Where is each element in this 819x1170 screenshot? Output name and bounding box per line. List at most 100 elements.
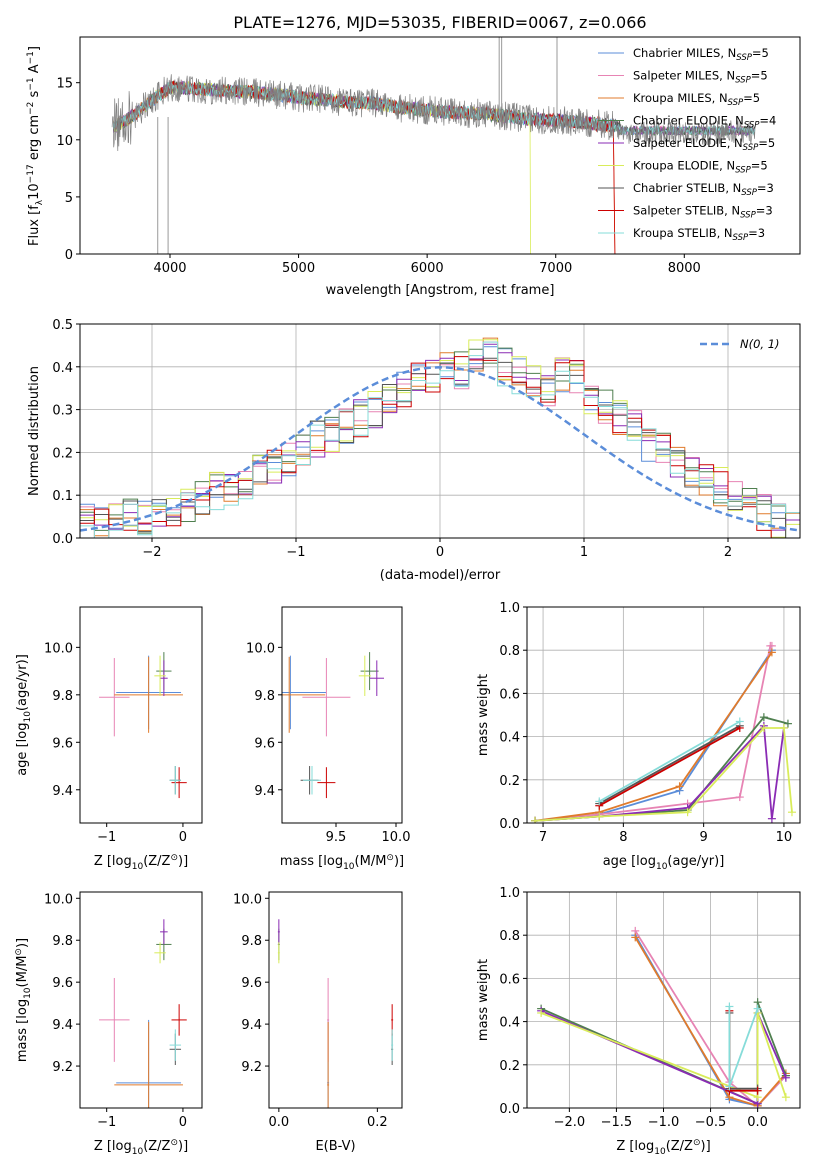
x-tick-label: 5000: [282, 261, 315, 276]
axes-frame: [79, 891, 203, 1109]
series-line: [598, 720, 741, 803]
y-tick-label: 0.2: [499, 774, 520, 789]
y-tick-label: 9.8: [254, 689, 275, 704]
plot-area-spectrum: [111, 37, 756, 254]
axes-spectrum: 4000 5000 6000 7000 8000 0 5 10 15 wavelength [An…: [26, 36, 801, 298]
x-tick-label: 10.0: [382, 830, 411, 845]
y-tick-label: 0.0: [499, 817, 520, 832]
x-tick-label: −1.5: [601, 1115, 633, 1130]
x-tick-label: 0.2: [367, 1115, 388, 1130]
y-axis-label: mass weight: [476, 674, 491, 756]
y-tick-label: 10.0: [246, 641, 275, 656]
series-line: [598, 727, 741, 807]
x-tick-label: 8: [619, 830, 627, 845]
y-tick-label: 10: [56, 134, 73, 149]
y-axis-label: mass weight: [476, 959, 491, 1041]
x-tick-label: 9: [700, 830, 708, 845]
x-tick-label: −2: [142, 545, 161, 560]
axes-frame: [526, 606, 801, 824]
y-axis-label: Normed distribution: [27, 366, 42, 496]
y-tick-label: 0.6: [499, 687, 520, 702]
x-tick-label: 10: [776, 830, 793, 845]
legend-entry: Salpeter MILES, NSSP=5: [633, 69, 768, 86]
y-tick-label: 1.0: [499, 601, 520, 616]
y-tick-label: 9.4: [52, 784, 73, 799]
x-tick-label: −1.0: [648, 1115, 680, 1130]
x-tick-label: 9.5: [326, 830, 347, 845]
axes-frame: [268, 891, 403, 1109]
legend-entry: Chabrier MILES, NSSP=5: [633, 46, 769, 63]
x-tick-label: −0.5: [695, 1115, 727, 1130]
y-tick-label: 9.6: [52, 976, 73, 991]
plot-area-massweight-vs-age: [531, 641, 796, 823]
x-tick-label: −1: [97, 830, 116, 845]
y-tick-label: 0.4: [499, 1016, 520, 1031]
legend-entry: Salpeter STELIB, NSSP=3: [633, 204, 773, 221]
x-axis-label: mass [log10(M/M⊙)]: [280, 853, 404, 872]
y-tick-label: 0.2: [499, 1059, 520, 1074]
gaussian-curve: [80, 366, 800, 532]
y-tick-label: 1.0: [499, 886, 520, 901]
y-tick-label: 9.8: [52, 689, 73, 704]
gaussian-legend-label: N(0, 1): [740, 337, 780, 351]
legend-entry: Salpeter ELODIE, NSSP=5: [633, 136, 775, 153]
x-axis-label: Z [log10(Z/Z⊙)]: [616, 1138, 710, 1157]
axes-frame: [79, 606, 203, 824]
y-tick-label: 9.2: [241, 1060, 262, 1075]
plot-area-mass-vs-Z: [99, 919, 187, 1108]
x-axis-label: Z [log10(Z/Z⊙)]: [94, 1138, 188, 1157]
axes-massweight-vs-age: 7 8 9 10 0.0 0.2 0.4 0.6 0.8 1.0 age [log10(age/yr…: [476, 601, 801, 872]
axes-frame: [281, 606, 403, 824]
observed-spectrum: [111, 74, 756, 152]
x-tick-label: 0.0: [269, 1115, 290, 1130]
plot-area-age-vs-Z: [99, 652, 187, 799]
plot-area-residuals: [80, 337, 800, 538]
x-axis-label: age [log10(age/yr)]: [603, 854, 725, 872]
y-tick-label: 9.4: [52, 1018, 73, 1033]
y-tick-label: 0.4: [52, 361, 73, 376]
x-tick-label: 1: [580, 545, 588, 560]
y-tick-label: 15: [56, 77, 73, 92]
y-tick-label: 9.4: [241, 1018, 262, 1033]
series-line: [728, 1006, 759, 1087]
y-tick-label: 0.5: [52, 318, 73, 333]
y-axis-label: mass [log10(M/M⊙)]: [14, 938, 33, 1062]
x-tick-label: 0: [179, 830, 187, 845]
legend-entry: Kroupa ELODIE, NSSP=5: [633, 159, 768, 176]
residual-histogram: [80, 341, 800, 538]
y-tick-label: 0.6: [499, 972, 520, 987]
y-tick-label: 0.1: [52, 489, 73, 504]
y-tick-label: 9.6: [241, 976, 262, 991]
x-tick-label: 6000: [411, 261, 444, 276]
y-tick-label: 5: [65, 191, 73, 206]
x-tick-label: −2.0: [554, 1115, 586, 1130]
y-axis-label: Flux [fλ10−17 erg cm−2 s−1 A−1]: [26, 46, 45, 246]
legend-entry: Kroupa MILES, NSSP=5: [633, 91, 760, 108]
x-axis-label: wavelength [Angstrom, rest frame]: [326, 283, 555, 298]
axes-age-vs-Z: −1 0 9.4 9.6 9.8 10.0 Z [log10(Z/Z⊙)] age [log1…: [15, 606, 203, 872]
y-tick-label: 9.6: [52, 736, 73, 751]
axes-frame: [79, 36, 801, 255]
x-axis-label: (data-model)/error: [380, 568, 501, 583]
y-tick-label: 0.0: [499, 1102, 520, 1117]
axes-residuals: −2 −1 0 1 2 0.0 0.1 0.2 0.3 0.4 0.5 N(0, 1) (data-mo…: [27, 318, 801, 583]
x-tick-label: 0: [436, 545, 444, 560]
series-line: [534, 727, 793, 822]
x-tick-label: −1: [286, 545, 305, 560]
y-tick-label: 0.0: [52, 532, 73, 547]
plot-area-massweight-vs-Z: [537, 926, 790, 1108]
x-tick-label: 0.0: [747, 1115, 768, 1130]
x-tick-label: 8000: [668, 261, 701, 276]
legend-entry: Chabrier STELIB, NSSP=3: [633, 181, 774, 198]
y-tick-label: 0.3: [52, 404, 73, 419]
y-axis-label: age [log10(age/yr)]: [15, 654, 33, 776]
y-tick-label: 9.6: [254, 736, 275, 751]
series-line: [634, 936, 787, 1107]
axes-age-vs-mass: 9.5 10.0 9.4 9.6 9.8 10.0 mass [log10(M/M⊙)]: [246, 606, 411, 872]
residual-histogram: [80, 343, 800, 531]
x-axis-label: Z [log10(Z/Z⊙)]: [94, 853, 188, 872]
figure-title: PLATE=1276, MJD=53035, FIBERID=0067, z=0…: [233, 13, 646, 32]
y-tick-label: 9.4: [254, 784, 275, 799]
